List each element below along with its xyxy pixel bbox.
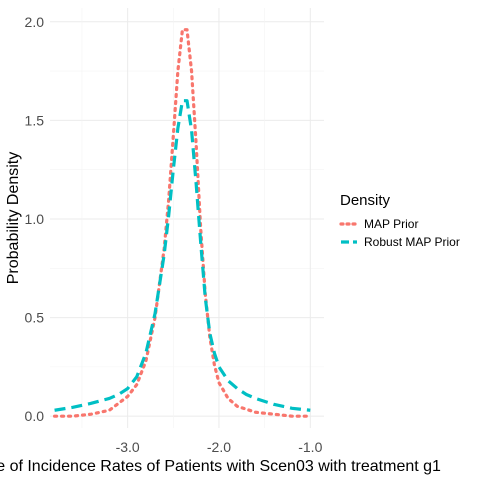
- x-tick-label: -2.0: [207, 439, 231, 455]
- y-tick-label: 0.5: [25, 310, 45, 326]
- y-tick-label: 2.0: [25, 14, 45, 30]
- series-lines: [52, 28, 312, 418]
- grid: [50, 8, 324, 428]
- x-axis-title: Log-Scale of Incidence Rates of Patients…: [0, 458, 441, 475]
- series-line-map-prior: [52, 28, 312, 418]
- y-tick-labels: 0.0 0.5 1.0 1.5 2.0: [25, 14, 45, 424]
- y-tick-label: 1.5: [25, 112, 45, 128]
- y-tick-label: 1.0: [25, 211, 45, 227]
- legend-label-map-prior: MAP Prior: [364, 217, 418, 231]
- x-tick-label: -1.0: [298, 439, 322, 455]
- legend: Density MAP Prior Robust MAP Prior: [339, 192, 460, 249]
- x-tick-labels: -3.0 -2.0 -1.0: [116, 439, 323, 455]
- series-line-robust-map-prior: [54, 99, 311, 412]
- legend-title: Density: [340, 192, 391, 209]
- y-tick-label: 0.0: [25, 408, 45, 424]
- legend-label-robust-map-prior: Robust MAP Prior: [364, 235, 460, 249]
- x-tick-label: -3.0: [116, 439, 140, 455]
- y-axis-title: Probability Density: [5, 152, 22, 285]
